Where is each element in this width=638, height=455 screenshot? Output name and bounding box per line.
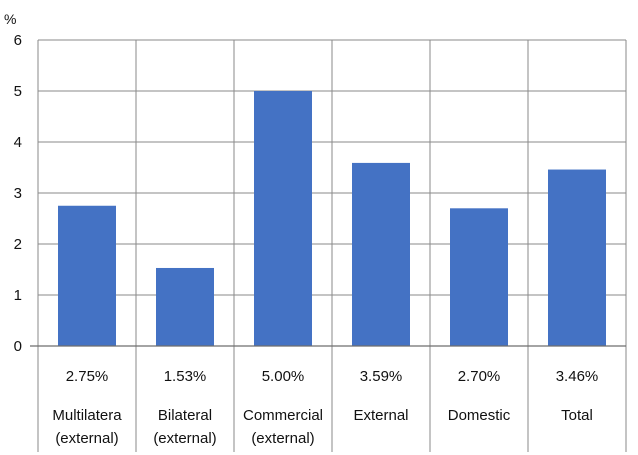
y-tick-label: 2 (14, 236, 22, 253)
y-tick-labels: 0 1 2 3 4 5 6 (14, 32, 22, 355)
x-tick-label: Total (561, 407, 593, 424)
data-label: 1.53% (164, 368, 207, 385)
x-tick-label-line: Total (561, 407, 593, 424)
grid-lines (37, 39, 627, 452)
data-label: 2.70% (458, 368, 501, 385)
data-label: 3.46% (556, 368, 599, 385)
x-tick-label-line: Multilatera (52, 407, 122, 424)
data-table: 2.75% Multilatera (external) 1.53% Bilateral… (52, 368, 598, 447)
x-tick-label-line: (external) (251, 430, 314, 447)
bar (254, 91, 312, 346)
bar (352, 162, 410, 346)
bar (58, 205, 116, 346)
x-tick-label-line: (external) (153, 430, 216, 447)
x-tick-label-line: Domestic (448, 407, 511, 424)
x-tick-label-line: (external) (55, 430, 118, 447)
data-label: 3.59% (360, 368, 403, 385)
y-tick-label: 0 (14, 338, 22, 355)
bar (548, 169, 606, 346)
bar (156, 267, 214, 346)
x-tick-label-line: Commercial (243, 407, 323, 424)
x-tick-label: Bilateral (external) (153, 407, 216, 447)
data-label: 5.00% (262, 368, 305, 385)
x-tick-label: Multilatera (external) (52, 407, 122, 447)
unit-label: % (4, 11, 16, 27)
y-tick-label: 5 (14, 83, 22, 100)
x-tick-label-line: Bilateral (158, 407, 212, 424)
x-tick-label-line: External (353, 407, 408, 424)
y-tick-label: 4 (14, 134, 22, 151)
x-tick-label: External (353, 407, 408, 424)
y-tick-label: 3 (14, 185, 22, 202)
y-tick-label: 6 (14, 32, 22, 49)
x-tick-label: Domestic (448, 407, 511, 424)
data-label: 2.75% (66, 368, 109, 385)
y-tick-label: 1 (14, 287, 22, 304)
x-tick-label: Commercial (external) (243, 407, 323, 447)
bar (450, 208, 508, 346)
bars (58, 91, 606, 346)
